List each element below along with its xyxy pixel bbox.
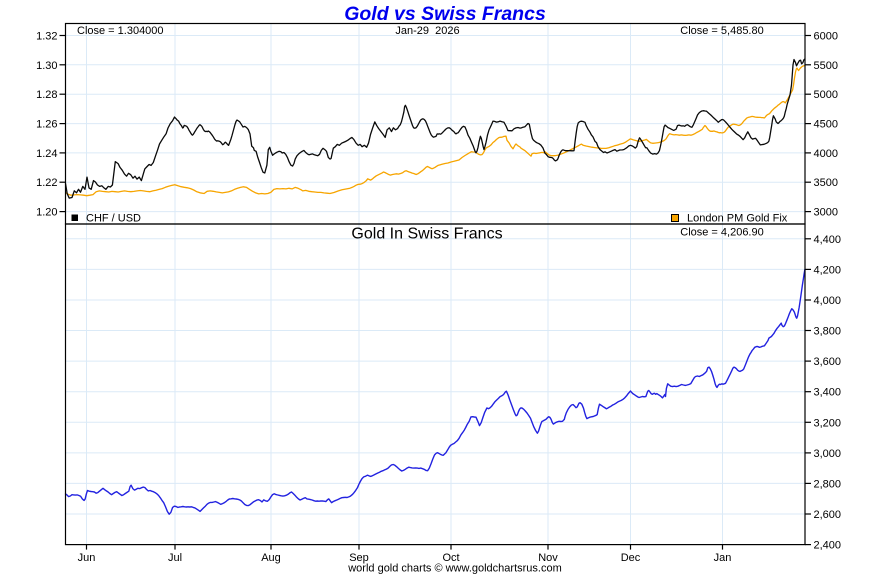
svg-text:Gold vs Swiss Francs: Gold vs Swiss Francs bbox=[344, 3, 546, 25]
svg-text:3500: 3500 bbox=[814, 177, 838, 189]
svg-text:Jul: Jul bbox=[168, 552, 182, 564]
svg-text:Close = 4,206.90: Close = 4,206.90 bbox=[680, 227, 763, 239]
svg-text:5000: 5000 bbox=[814, 89, 838, 101]
svg-text:2,400: 2,400 bbox=[814, 540, 842, 552]
svg-text:Close = 5,485.80: Close = 5,485.80 bbox=[680, 25, 763, 37]
svg-text:4,400: 4,400 bbox=[814, 234, 842, 246]
svg-text:Jan: Jan bbox=[714, 552, 732, 564]
svg-text:1.24: 1.24 bbox=[36, 148, 57, 160]
svg-text:Nov: Nov bbox=[538, 552, 558, 564]
svg-text:2,800: 2,800 bbox=[814, 478, 842, 490]
svg-text:Gold In Swiss Francs: Gold In Swiss Francs bbox=[351, 226, 502, 243]
svg-text:1.30: 1.30 bbox=[36, 60, 57, 72]
svg-text:CHF / USD: CHF / USD bbox=[86, 213, 141, 225]
svg-text:3,000: 3,000 bbox=[814, 448, 842, 460]
svg-text:1.26: 1.26 bbox=[36, 119, 57, 131]
svg-text:3,200: 3,200 bbox=[814, 417, 842, 429]
svg-text:Jan-29 2026: Jan-29 2026 bbox=[395, 25, 459, 37]
svg-text:4,200: 4,200 bbox=[814, 264, 842, 276]
svg-text:3,400: 3,400 bbox=[814, 387, 842, 399]
svg-text:world gold charts © www.goldch: world gold charts © www.goldchartsrus.co… bbox=[347, 563, 562, 575]
svg-text:Close = 1.304000: Close = 1.304000 bbox=[77, 25, 164, 37]
svg-text:1.28: 1.28 bbox=[36, 89, 57, 101]
svg-text:Sep: Sep bbox=[349, 552, 369, 564]
svg-text:4500: 4500 bbox=[814, 119, 838, 131]
svg-text:3000: 3000 bbox=[814, 207, 838, 219]
svg-text:1.22: 1.22 bbox=[36, 177, 57, 189]
svg-text:1.32: 1.32 bbox=[36, 31, 57, 43]
svg-text:6000: 6000 bbox=[814, 31, 838, 43]
svg-text:Aug: Aug bbox=[261, 552, 281, 564]
svg-text:4000: 4000 bbox=[814, 148, 838, 160]
svg-text:Dec: Dec bbox=[621, 552, 641, 564]
svg-text:Jun: Jun bbox=[78, 552, 96, 564]
svg-text:5500: 5500 bbox=[814, 60, 838, 72]
svg-text:1.20: 1.20 bbox=[36, 207, 57, 219]
svg-text:London PM Gold Fix: London PM Gold Fix bbox=[687, 213, 788, 225]
svg-text:4,000: 4,000 bbox=[814, 295, 842, 307]
svg-text:3,600: 3,600 bbox=[814, 356, 842, 368]
svg-text:Oct: Oct bbox=[442, 552, 459, 564]
svg-text:2,600: 2,600 bbox=[814, 509, 842, 521]
svg-text:3,800: 3,800 bbox=[814, 326, 842, 338]
